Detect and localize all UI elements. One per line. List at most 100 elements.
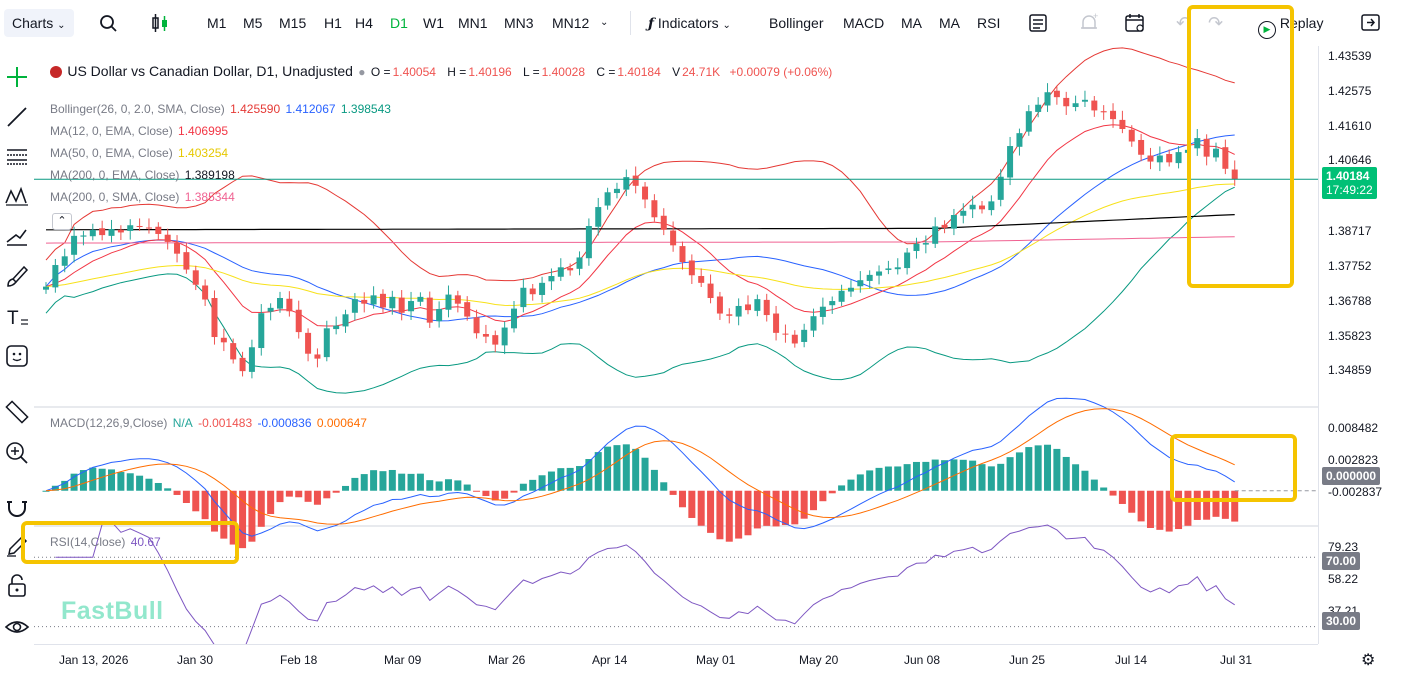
lock-icon[interactable] [4,573,30,599]
candle-body [464,302,471,317]
search-icon[interactable] [98,9,118,37]
calendar-icon[interactable] [1124,9,1146,37]
macd-histogram-bar [398,473,406,491]
time-axis[interactable]: Jan 13, 2026 Jan 30 Feb 18 Mar 09 Mar 26… [34,644,1375,675]
magnet-icon[interactable] [4,494,30,520]
candle-body [454,295,461,304]
candle-body [1072,103,1079,108]
tf-h4[interactable]: H4 [355,15,373,31]
macd-histogram-bar [182,490,190,503]
macd-histogram-bar [1137,490,1145,522]
crosshair-icon[interactable] [4,64,30,90]
emoji-icon[interactable] [4,343,30,369]
candle-body [183,252,190,270]
tf-w1[interactable]: W1 [423,15,444,31]
shortcut-macd[interactable]: MACD [843,15,885,31]
tf-m1[interactable]: M1 [207,15,227,31]
macd-histogram-bar [342,485,350,491]
ma200e-legend[interactable]: MA(200, 0, EMA, Close) 1.389198 [50,168,237,182]
highlight-box-rsi-legend [21,521,239,564]
candle-body [1128,129,1135,142]
shortcut-rsi[interactable]: RSI [977,15,1001,31]
ruler-icon[interactable] [4,399,30,425]
replay-icon: ▶ [1258,21,1276,39]
alert-icon[interactable]: + [1078,9,1100,37]
candle-body [735,305,742,317]
rsi-tick: 58.22 [1328,572,1359,586]
charts-menu-button[interactable]: Charts ⌄ [4,9,74,37]
tf-d1[interactable]: D1 [390,15,408,31]
macd-histogram-bar [594,452,602,491]
candle-body [389,296,396,309]
candle-type-icon[interactable] [150,9,170,37]
eye-icon[interactable] [4,614,30,640]
macd-histogram-bar [1072,464,1080,491]
macd-histogram-bar [1128,490,1136,513]
chart-canvas[interactable] [34,46,1318,654]
indicators-button[interactable]: ƒ Indicators ⌄ [648,9,731,37]
bollinger-upper-line [45,47,1235,282]
candle-body [351,299,358,313]
ma12-legend[interactable]: MA(12, 0, EMA, Close) 1.406995 [50,124,230,138]
tf-h1[interactable]: H1 [324,15,342,31]
shortcut-ma-2[interactable]: MA [939,15,960,31]
brush-icon[interactable] [4,264,30,290]
price-axis[interactable]: 1.43539 1.42575 1.41610 1.40646 1.38717 … [1318,46,1402,644]
macd-histogram-bar [444,479,452,491]
shortcut-bollinger[interactable]: Bollinger [769,15,824,31]
shortcut-ma[interactable]: MA [901,15,922,31]
candle-body [810,316,817,331]
candle-body [595,207,602,227]
fullscreen-exit-icon[interactable] [1360,9,1382,37]
open-value: 1.40054 [392,65,436,79]
candle-body [145,227,152,229]
template-icon[interactable] [1028,9,1048,37]
rsi-label: RSI(14,Close) [50,535,126,549]
candle-body [99,228,106,236]
candle-body [305,332,312,354]
tf-mn3[interactable]: MN3 [504,15,534,31]
redo-icon[interactable]: ↷ [1208,13,1224,33]
candle-body [1203,138,1210,157]
candle-body [136,226,143,227]
text-icon[interactable]: T [4,304,30,330]
collapse-legend-button[interactable]: ⌃ [52,213,72,230]
ma50-legend[interactable]: MA(50, 0, EMA, Close) 1.403254 [50,146,230,160]
macd-histogram-bar [416,473,424,491]
candle-body [511,308,517,329]
candle-body [754,299,761,311]
settings-gear-icon[interactable]: ⚙ [1361,652,1376,669]
macd-histogram-bar [519,483,527,491]
pattern-icon[interactable] [4,183,30,209]
macd-histogram-bar [61,480,69,491]
rsi-legend[interactable]: RSI(14,Close) 40.67 [50,535,163,549]
candle-body [726,314,733,316]
macd-histogram-bar [1025,447,1033,491]
pencil-lock-icon[interactable] [4,533,30,559]
macd-histogram-bar [145,478,153,491]
symbol-title[interactable]: US Dollar vs Canadian Dollar, D1, Unadju… [67,63,353,79]
zoom-in-icon[interactable] [4,440,30,466]
chart-panes[interactable]: US Dollar vs Canadian Dollar, D1, Unadju… [34,46,1318,654]
more-timeframes-chevron-icon[interactable]: ⌄ [600,17,609,28]
candle-body [520,287,527,308]
candle-body [239,357,246,372]
candle-body [117,229,124,233]
svg-text:+: + [1093,11,1098,21]
projection-icon[interactable] [4,223,30,249]
macd-legend[interactable]: MACD(12,26,9,Close) N/A -0.001483 -0.000… [50,416,369,430]
tf-m15[interactable]: M15 [279,15,307,31]
candle-body [267,307,274,312]
tf-mn1[interactable]: MN1 [458,15,488,31]
tf-m5[interactable]: M5 [243,15,263,31]
candle-body [857,280,864,287]
fib-icon[interactable] [4,143,30,169]
bollinger-legend[interactable]: Bollinger(26, 0, 2.0, SMA, Close) 1.4255… [50,102,393,116]
macd-histogram-bar [744,490,752,536]
macd-histogram-bar [248,490,256,542]
trendline-icon[interactable] [4,104,30,130]
macd-histogram-bar [735,490,743,539]
candle-body [548,276,555,282]
tf-mn12[interactable]: MN12 [552,15,590,31]
ma200s-legend[interactable]: MA(200, 0, SMA, Close) 1.385344 [50,190,237,204]
